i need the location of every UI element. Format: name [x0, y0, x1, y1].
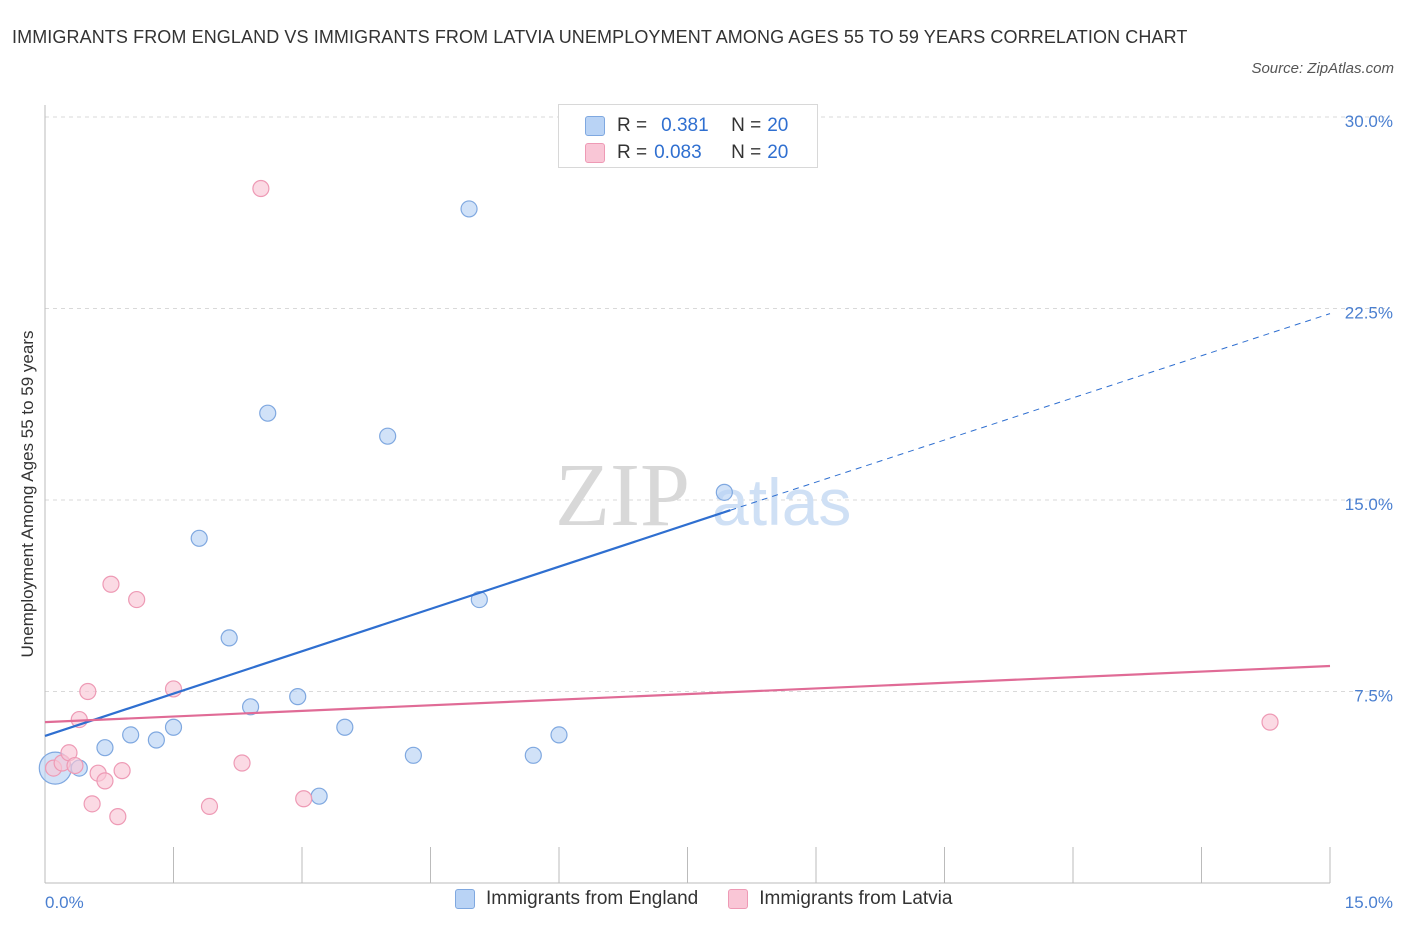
latvia-point — [295, 790, 313, 808]
legend-r-label: R = — [617, 115, 648, 136]
grid-lines — [45, 116, 1390, 692]
legend-n-label: N = — [731, 115, 762, 136]
legend-n-value: 20 — [767, 115, 789, 136]
legend-r-label: R = — [617, 142, 648, 163]
england-point — [147, 731, 165, 749]
chart-title: IMMIGRANTS FROM ENGLAND VS IMMIGRANTS FR… — [12, 27, 1188, 47]
england-point — [336, 718, 354, 736]
england-point — [259, 404, 277, 422]
england-point — [190, 529, 208, 547]
legend-row-latvia: R = 0.083 N = 20 — [585, 140, 788, 166]
y-tick-label: 7.5% — [1354, 687, 1393, 706]
y-tick-label: 22.5% — [1345, 304, 1393, 323]
bottom-legend-swatch-latvia — [728, 889, 749, 909]
y-tick-label: 15.0% — [1345, 495, 1393, 514]
legend-r-value: 0.381 — [661, 115, 709, 136]
axes — [44, 105, 1331, 884]
england-point — [164, 718, 183, 736]
legend: R = 0.381 N = 20 R = 0.083 N = 20 — [558, 104, 818, 168]
latvia-point — [96, 772, 114, 790]
latvia-point — [252, 179, 270, 198]
bottom-legend-label-england: Immigrants from England — [486, 888, 699, 909]
y-axis-title: Unemployment Among Ages 55 to 59 years — [18, 331, 37, 658]
latvia-point — [83, 795, 101, 813]
x-tick-label: 0.0% — [45, 893, 84, 912]
legend-swatch-latvia — [585, 143, 605, 163]
y-tick-label: 30.0% — [1345, 112, 1393, 131]
england-point — [96, 739, 114, 757]
latvia-point — [1261, 713, 1279, 731]
england-point — [289, 688, 307, 706]
source-label: Source: ZipAtlas.com — [1251, 60, 1394, 77]
legend-n-value: 20 — [767, 142, 789, 163]
england-trend-extension — [730, 313, 1331, 511]
bottom-legend-latvia: Immigrants from Latvia — [728, 888, 952, 910]
england-point — [379, 427, 397, 445]
bottom-legend-swatch-england — [455, 889, 475, 909]
latvia-point — [200, 797, 219, 816]
england-point — [715, 483, 733, 501]
bottom-legend: Immigrants from England Immigrants from … — [455, 888, 982, 910]
latvia-point — [128, 590, 146, 609]
england-trend-line — [44, 509, 731, 737]
latvia-point — [66, 756, 84, 775]
latvia-point — [233, 754, 251, 772]
england-point — [220, 629, 238, 647]
legend-n-label: N = — [731, 142, 762, 163]
latvia-point — [109, 808, 127, 826]
watermark: ZIP atlas — [555, 446, 851, 545]
bottom-legend-label-latvia: Immigrants from Latvia — [759, 888, 953, 909]
legend-swatch-england — [585, 116, 605, 136]
bottom-legend-england: Immigrants from England — [455, 888, 698, 910]
data-points — [38, 179, 1279, 826]
england-point — [310, 787, 328, 805]
tick-labels: 7.5% 15.0% 22.5% 30.0% 0.0% 15.0% — [45, 112, 1393, 912]
watermark-atlas: atlas — [712, 465, 851, 539]
latvia-point — [79, 682, 97, 701]
england-point — [122, 726, 140, 744]
legend-r-value: 0.083 — [654, 142, 702, 163]
trend-lines — [44, 313, 1331, 737]
x-tick-label: 15.0% — [1345, 893, 1393, 912]
legend-row-england: R = 0.381 N = 20 — [585, 113, 788, 139]
watermark-zip: ZIP — [555, 446, 690, 545]
england-point — [460, 200, 478, 218]
latvia-point — [102, 575, 120, 593]
england-point — [404, 746, 422, 764]
england-point — [550, 726, 568, 744]
england-point — [470, 590, 488, 609]
latvia-trend-line — [44, 664, 1331, 724]
latvia-point — [113, 762, 131, 780]
england-point — [524, 746, 542, 764]
england-point — [242, 698, 260, 716]
